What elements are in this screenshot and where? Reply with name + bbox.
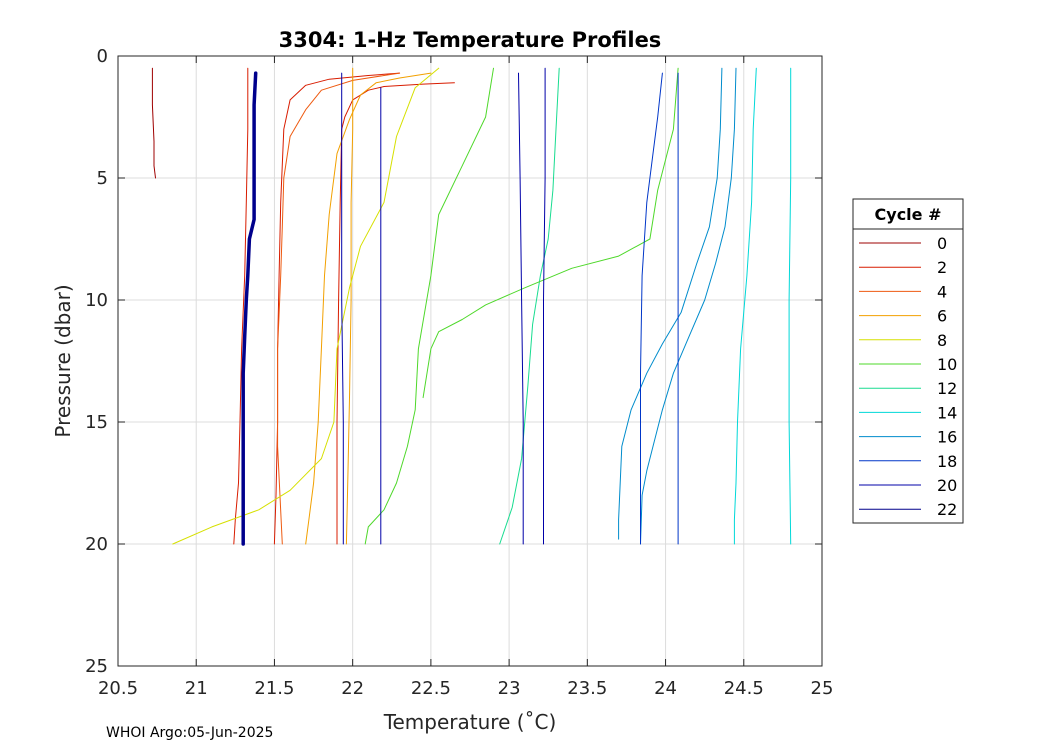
- plot-background: [118, 56, 822, 666]
- legend-label-cycle-4: 4: [937, 282, 947, 301]
- x-tick-label: 22.5: [411, 678, 451, 699]
- legend-box: [852, 198, 964, 524]
- y-tick-label: 20: [85, 534, 108, 555]
- footer-credit: WHOI Argo:05-Jun-2025: [106, 725, 274, 741]
- x-tick-label: 21: [185, 678, 208, 699]
- plot-frame: [117, 55, 823, 667]
- y-tick-label: 25: [85, 656, 108, 677]
- series-line-cycle-14: [733, 67, 757, 545]
- series-line-cycle-22: [241, 71, 258, 546]
- y-tick-label: 15: [85, 412, 108, 433]
- legend-label-cycle-2: 2: [937, 258, 947, 277]
- chart-title: 3304: 1-Hz Temperature Profiles: [279, 28, 662, 52]
- legend: Cycle # 0 2 4 6 8 10 12 14 16 18 20 22: [852, 198, 964, 524]
- series-line-cycle-0: [233, 67, 249, 545]
- x-axis-label: Temperature (˚C): [383, 710, 557, 734]
- series-line-cycle-6: [345, 67, 354, 545]
- series-line-cycle-16: [618, 67, 723, 540]
- legend-label-cycle-14: 14: [937, 403, 957, 422]
- series-line-cycle-2: [336, 82, 455, 545]
- y-axis-label: Pressure (dbar): [51, 284, 75, 437]
- legend-label-cycle-22: 22: [937, 500, 957, 519]
- series-line-cycle-10: [364, 67, 494, 545]
- axis-ticks: 20.5 21 21.5 22 22.5 23 23.5 24 24.5 25 0 5 10 15 20 25: [85, 46, 833, 699]
- y-tick-label: 10: [85, 290, 108, 311]
- x-tick-label: 22: [341, 678, 364, 699]
- series-line-cycle-4: [277, 72, 401, 545]
- y-tick-label: 0: [97, 46, 108, 67]
- series-lines: [151, 67, 792, 546]
- legend-label-cycle-10: 10: [937, 355, 957, 374]
- legend-label-cycle-12: 12: [937, 379, 957, 398]
- series-line-cycle-18: [640, 72, 663, 545]
- legend-label-cycle-18: 18: [937, 452, 957, 471]
- x-tick-label: 24: [654, 678, 677, 699]
- series-line-cycle-14: [788, 67, 792, 545]
- x-tick-label: 23.5: [567, 678, 607, 699]
- series-line-cycle-12: [499, 67, 560, 545]
- x-tick-label: 20.5: [98, 678, 138, 699]
- legend-label-cycle-20: 20: [937, 476, 957, 495]
- x-tick-label: 23: [498, 678, 521, 699]
- series-line-cycle-6: [305, 72, 432, 545]
- series-line-cycle-20: [543, 67, 546, 545]
- legend-label-cycle-8: 8: [937, 331, 947, 350]
- legend-title: Cycle #: [875, 205, 942, 224]
- x-tick-label: 24.5: [724, 678, 764, 699]
- series-line-cycle-8: [172, 67, 440, 545]
- x-tick-label: 25: [811, 678, 834, 699]
- legend-label-cycle-16: 16: [937, 428, 957, 447]
- legend-label-cycle-0: 0: [937, 234, 947, 253]
- series-line-cycle-16: [640, 67, 737, 545]
- legend-label-cycle-6: 6: [937, 307, 947, 326]
- series-line-cycle-10: [422, 67, 679, 399]
- series-line-cycle-20: [341, 72, 344, 545]
- y-tick-label: 5: [97, 168, 108, 189]
- x-tick-label: 21.5: [254, 678, 294, 699]
- series-line-cycle-20: [518, 72, 524, 545]
- series-line-cycle-0: [151, 67, 156, 179]
